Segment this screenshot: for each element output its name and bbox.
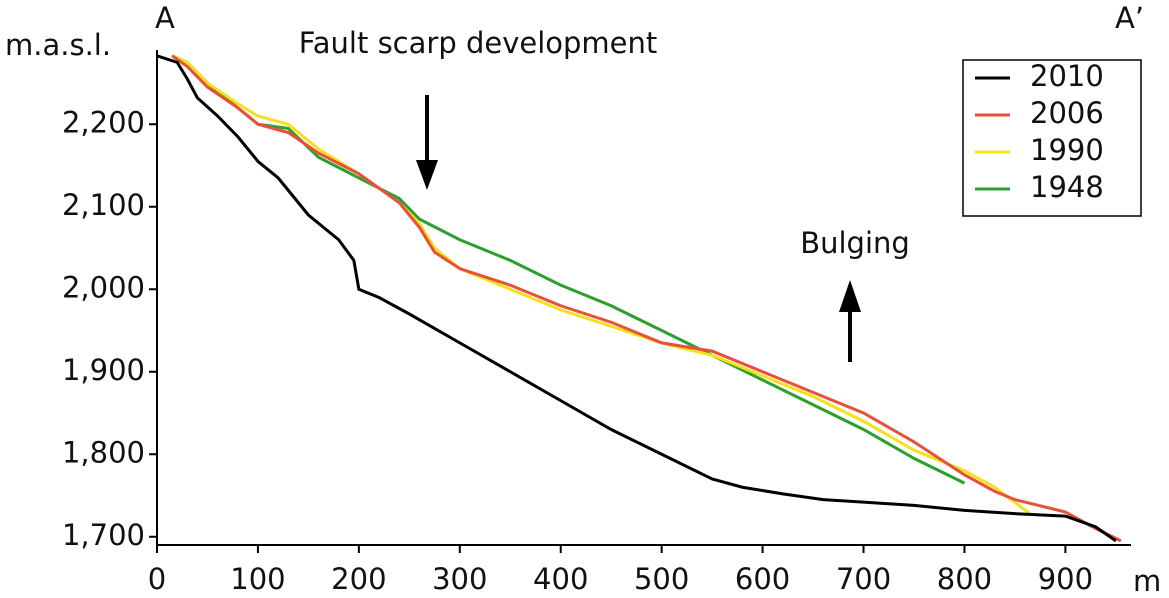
legend-label: 1990 <box>1030 133 1104 167</box>
x-tick-label: 600 <box>735 562 790 596</box>
x-tick-label: 0 <box>148 562 166 596</box>
annotation: Bulging <box>800 226 910 260</box>
x-tick-label: 800 <box>937 562 992 596</box>
legend-label: 1948 <box>1030 170 1104 204</box>
y-axis-label: m.a.s.l. <box>5 28 111 62</box>
y-tick-label: 2,100 <box>62 188 145 222</box>
arrow-head <box>416 160 438 190</box>
y-tick-label: 2,000 <box>62 270 145 304</box>
annotation: A’ <box>1115 1 1144 35</box>
y-tick-label: 1,700 <box>62 518 145 552</box>
x-tick-label: 300 <box>432 562 487 596</box>
x-tick-label: 500 <box>634 562 689 596</box>
line <box>156 54 1117 543</box>
y-tick-label: 2,200 <box>62 105 145 139</box>
y-tick-label: 1,800 <box>62 435 145 469</box>
line <box>171 54 1122 543</box>
legend-label: 2010 <box>1030 59 1104 93</box>
annotation: Fault scarp development <box>299 26 658 60</box>
x-tick-label: 700 <box>836 562 891 596</box>
line <box>171 54 1031 515</box>
x-tick-label: 200 <box>331 562 386 596</box>
arrow-head <box>839 280 861 312</box>
annotation: A <box>155 1 175 35</box>
x-tick-label: 400 <box>533 562 588 596</box>
legend-label: 2006 <box>1030 96 1104 130</box>
x-tick-label: 100 <box>230 562 285 596</box>
x-axis-label: m <box>1133 564 1161 598</box>
line <box>171 54 966 485</box>
x-tick-label: 900 <box>1038 562 1093 596</box>
y-tick-label: 1,900 <box>62 353 145 387</box>
